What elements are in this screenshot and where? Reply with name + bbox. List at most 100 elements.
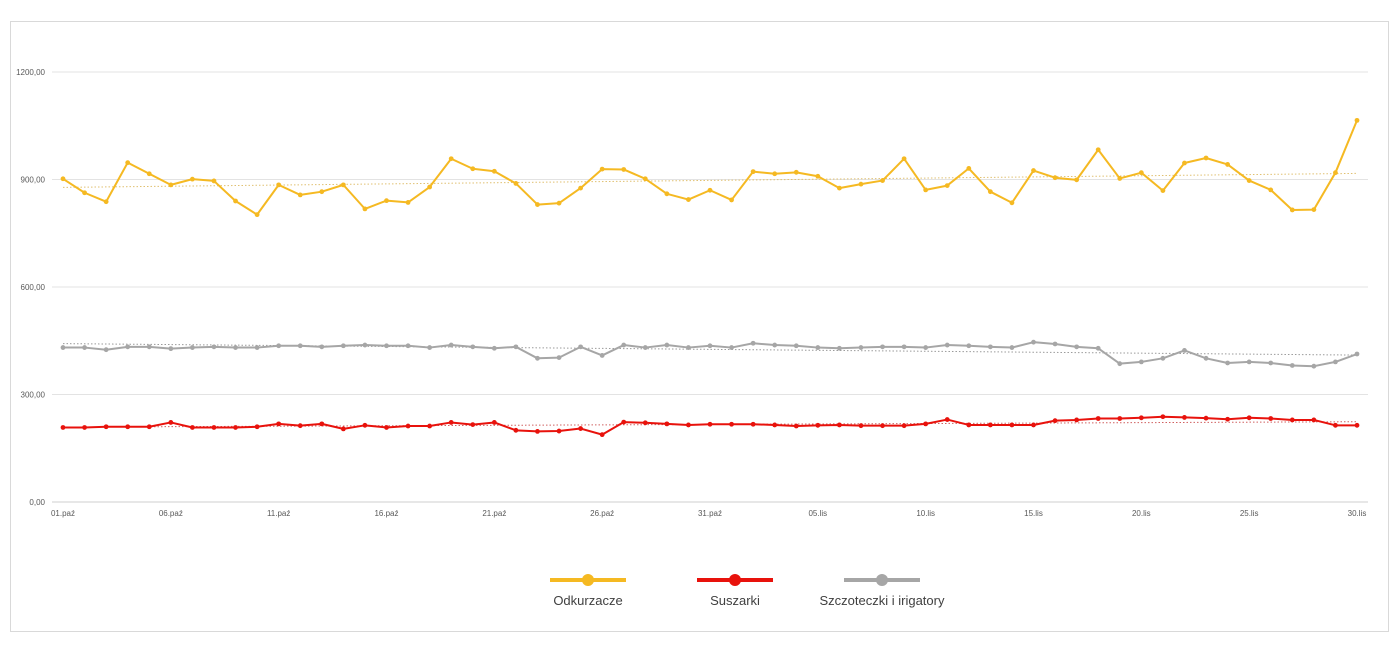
data-point [1203, 415, 1209, 421]
x-tick-label: 25.lis [1240, 509, 1259, 518]
data-point [642, 345, 648, 350]
x-tick-label: 10.lis [916, 509, 935, 518]
data-point [254, 424, 260, 430]
x-tick-label: 01.paź [51, 509, 75, 518]
series-group [60, 117, 1360, 218]
series-group [60, 414, 1360, 438]
legend-item: Odkurzacze [550, 574, 626, 608]
chart-frame [10, 21, 1389, 632]
series-line [62, 119, 1358, 216]
data-point [297, 423, 303, 429]
data-point [276, 182, 282, 188]
data-point [1138, 170, 1144, 176]
data-point [1182, 415, 1187, 420]
data-point [384, 198, 389, 204]
data-point [815, 173, 821, 179]
data-point [1268, 360, 1274, 366]
data-point [513, 427, 519, 433]
data-point [384, 425, 389, 430]
y-tick-label: 300,00 [21, 391, 46, 400]
data-point [233, 425, 238, 430]
data-point [1138, 415, 1144, 421]
data-point [82, 345, 87, 350]
trendline [62, 172, 1358, 188]
data-point [858, 345, 864, 350]
data-point [772, 422, 778, 428]
data-point [729, 421, 734, 427]
data-point [750, 169, 756, 175]
data-point [233, 345, 238, 350]
data-point [901, 423, 907, 429]
data-point [1052, 341, 1058, 347]
data-point [815, 345, 821, 350]
data-point [729, 197, 734, 203]
data-point [384, 343, 389, 349]
data-point [1354, 422, 1360, 428]
data-point [60, 345, 66, 350]
legend-label: Odkurzacze [553, 593, 622, 608]
y-axis-ticks: 0,00 300,00 600,00 900,00 1200,00 [16, 68, 45, 507]
data-point [1117, 176, 1123, 181]
data-point [1138, 359, 1144, 365]
data-point [146, 344, 152, 350]
data-point [556, 428, 562, 434]
data-point [1354, 117, 1360, 123]
data-point [1117, 416, 1123, 421]
data-point [1160, 414, 1166, 420]
data-point [599, 432, 605, 438]
data-point [491, 168, 497, 174]
data-point [427, 345, 433, 350]
data-point [470, 422, 476, 427]
data-point [1095, 345, 1101, 351]
data-point [1246, 415, 1252, 421]
y-tick-label: 0,00 [29, 498, 45, 507]
x-tick-label: 26.paź [590, 509, 614, 518]
data-point [793, 423, 799, 429]
data-point [190, 176, 195, 182]
data-point [405, 343, 411, 349]
data-point [233, 198, 238, 204]
x-tick-label: 06.paź [159, 509, 183, 518]
x-tick-label: 16.paź [374, 509, 398, 518]
data-point [987, 422, 993, 428]
legend-marker [876, 574, 888, 586]
data-point [297, 343, 303, 349]
data-point [1117, 361, 1123, 367]
data-point [1203, 155, 1209, 161]
data-point [1182, 160, 1187, 166]
data-point [1333, 170, 1338, 176]
data-point [491, 345, 497, 351]
data-point [599, 166, 605, 172]
data-point [686, 422, 691, 428]
data-point [1246, 359, 1252, 365]
data-point [729, 345, 734, 350]
data-point [599, 353, 605, 358]
legend-item: Suszarki [697, 574, 773, 608]
data-point [1031, 339, 1036, 345]
trendlines [62, 172, 1358, 428]
data-point [923, 187, 929, 193]
data-point [190, 345, 195, 350]
legend-label: Szczoteczki i irigatory [820, 593, 945, 608]
data-point [923, 345, 929, 350]
data-point [621, 167, 627, 172]
data-point [642, 420, 648, 426]
data-point [1311, 207, 1317, 213]
x-axis: 01.paź 06.paź 11.paź 16.paź 21.paź 26.paź 31.p… [51, 501, 1368, 518]
x-tick-label: 31.paź [698, 509, 722, 518]
x-tick-label: 30.lis [1348, 509, 1367, 518]
data-point [1009, 200, 1015, 206]
data-point [1354, 351, 1360, 357]
data-point [901, 344, 907, 350]
data-point [448, 342, 454, 348]
data-point [297, 192, 303, 198]
data-point [1333, 422, 1338, 428]
data-point [664, 342, 670, 348]
data-point [1311, 417, 1317, 423]
data-point [901, 156, 907, 162]
data-point [1268, 187, 1274, 193]
trendline [62, 343, 1358, 356]
data-point [837, 345, 842, 351]
data-point [125, 160, 131, 166]
